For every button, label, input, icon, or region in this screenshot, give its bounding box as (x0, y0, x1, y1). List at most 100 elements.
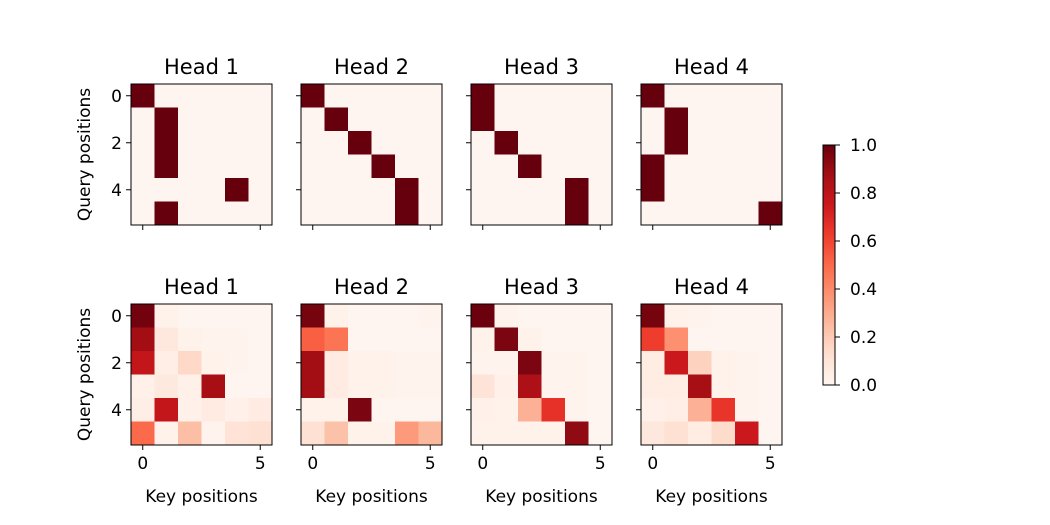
heatmap-cell (301, 304, 325, 328)
panel-frame (130, 303, 273, 446)
heatmap-cell (471, 374, 495, 399)
heatmap-cell (711, 178, 736, 202)
heatmap-cell (664, 421, 689, 446)
heatmap-panel: Head 4 (636, 55, 783, 230)
heatmap-cell (248, 201, 273, 226)
heatmap-cell (664, 374, 689, 399)
x-tick-label: 5 (255, 454, 266, 474)
heatmap-cell (248, 178, 273, 202)
heatmap-cell (248, 84, 273, 108)
heatmap-cell (758, 421, 783, 446)
heatmap-cell (641, 351, 665, 375)
heatmap-cell (371, 154, 396, 179)
panel-title: Head 2 (334, 55, 409, 79)
heatmap-cell (178, 351, 202, 375)
heatmap-cell (178, 84, 202, 108)
panel-frame (300, 303, 443, 446)
heatmap-cell (418, 421, 443, 446)
heatmap-cell (301, 421, 325, 446)
heatmap-cell (471, 201, 495, 226)
heatmap-cell (471, 131, 495, 155)
heatmap-cell (541, 374, 566, 399)
heatmap-cell (324, 201, 349, 226)
x-tick-label: 5 (765, 454, 776, 474)
panel-frame (640, 83, 783, 226)
y-axis-label: Query positions (75, 88, 95, 221)
heatmap-cell (518, 84, 542, 108)
heatmap-cell (301, 374, 325, 399)
heatmap-cell (735, 84, 759, 108)
heatmap-cell (178, 107, 202, 132)
heatmap-cell (565, 107, 589, 132)
heatmap-cell (301, 327, 325, 352)
heatmap-cell (178, 374, 202, 399)
heatmap-cell (541, 421, 566, 446)
heatmap-cell (471, 327, 495, 352)
heatmap-cell (395, 421, 419, 446)
heatmap-cell (348, 351, 372, 375)
heatmap-cell (225, 131, 249, 155)
heatmap-cell (201, 304, 226, 328)
x-axis-label: Key positions (145, 487, 258, 507)
panel-title: Head 3 (504, 275, 579, 299)
heatmap-cell (324, 351, 349, 375)
heatmap-cell (418, 131, 443, 155)
heatmap-cell (711, 107, 736, 132)
heatmap-cell (131, 374, 155, 399)
colorbar-tick-label: 0.6 (850, 232, 877, 252)
heatmap-cell (688, 351, 712, 375)
heatmap-cell (664, 84, 689, 108)
heatmap-cell (324, 154, 349, 179)
heatmap-cell (324, 327, 349, 352)
heatmap-cell (301, 154, 325, 179)
heatmap-cell (711, 327, 736, 352)
heatmap-cell (201, 201, 226, 226)
heatmap-cell (688, 201, 712, 226)
heatmap-cell (395, 178, 419, 202)
heatmap-cell (348, 131, 372, 155)
heatmap-cell (641, 84, 665, 108)
heatmap-cell (641, 107, 665, 132)
heatmap-cell (664, 327, 689, 352)
heatmap-cell (201, 84, 226, 108)
heatmap-cell (348, 304, 372, 328)
heatmap-cell (418, 374, 443, 399)
heatmap-cell (471, 178, 495, 202)
heatmap-cell (178, 178, 202, 202)
heatmap-cell (588, 351, 613, 375)
heatmap-cell (588, 327, 613, 352)
panel-title: Head 1 (164, 275, 239, 299)
heatmap-cell (248, 374, 273, 399)
heatmap-panel: Head 1 0 2 4 Query positions (75, 55, 273, 230)
heatmap-cell (541, 201, 566, 226)
heatmap-cell (371, 84, 396, 108)
heatmap-cell (178, 398, 202, 422)
colorbar: 0.0 0.2 0.4 0.6 0.8 1.0 (822, 136, 877, 396)
heatmap-cell (418, 154, 443, 179)
heatmap-cell (248, 398, 273, 422)
panel-frame (470, 303, 613, 446)
heatmap-cell (154, 374, 179, 399)
x-tick-label: 0 (477, 454, 488, 474)
heatmap-cell (301, 201, 325, 226)
heatmap-cell (541, 154, 566, 179)
x-tick-label: 5 (595, 454, 606, 474)
panel-title: Head 3 (504, 55, 579, 79)
heatmap-cell (225, 154, 249, 179)
heatmap-cell (735, 374, 759, 399)
heatmap-cell (324, 374, 349, 399)
heatmap-cell (664, 131, 689, 155)
heatmap-cell (758, 154, 783, 179)
heatmap-cell (588, 107, 613, 132)
heatmap-cell (225, 84, 249, 108)
heatmap-cell (588, 304, 613, 328)
heatmap-cell (471, 304, 495, 328)
panel-frame (130, 83, 273, 226)
heatmap-cell (688, 304, 712, 328)
colorbar-tick-label: 0.2 (850, 328, 877, 348)
heatmap-cell (664, 154, 689, 179)
y-tick-label: 2 (111, 354, 122, 374)
heatmap-cell (494, 304, 519, 328)
heatmap-cell (395, 327, 419, 352)
heatmap-cell (565, 421, 589, 446)
